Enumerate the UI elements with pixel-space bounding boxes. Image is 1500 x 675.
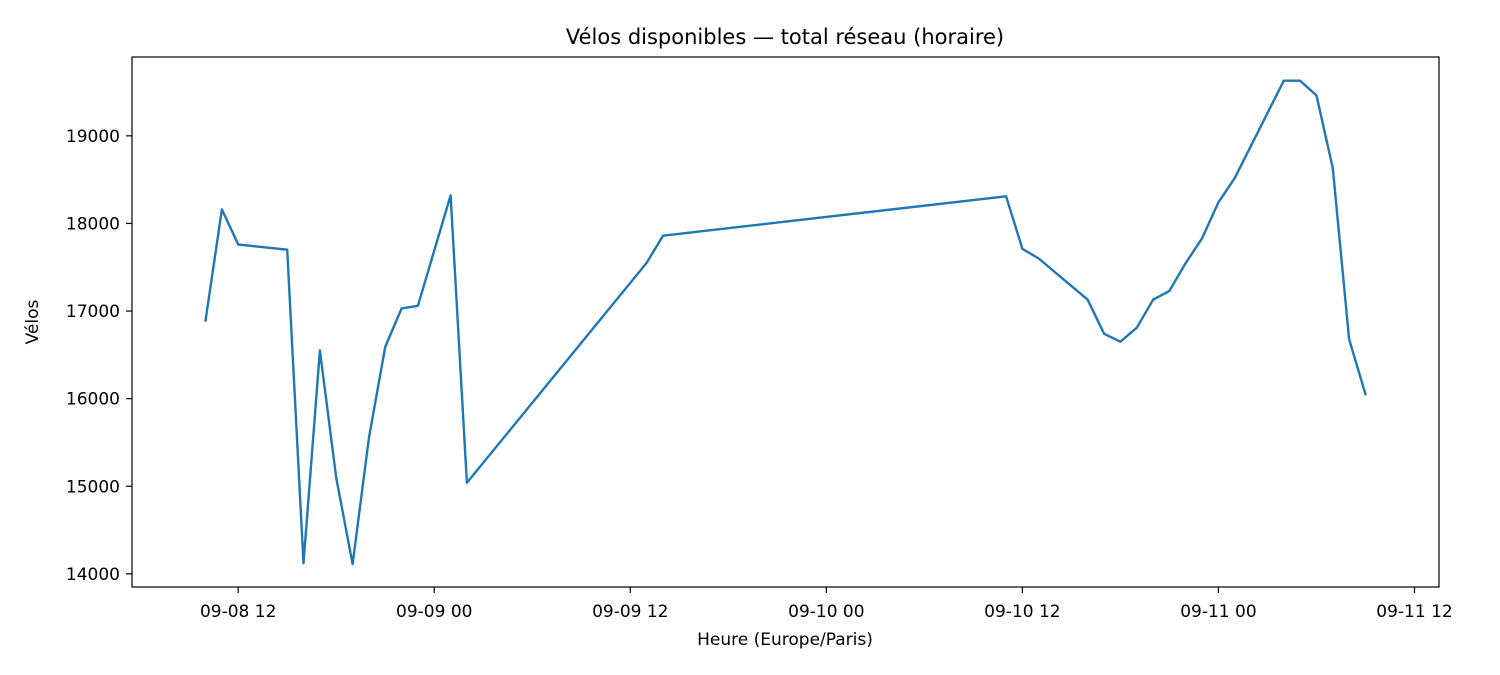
y-axis: 14000 15000 16000 17000 18000 19000 (66, 127, 132, 585)
x-tick-label: 09-09 00 (396, 602, 472, 622)
x-tick-label: 09-09 12 (592, 602, 668, 622)
x-axis-label: Heure (Europe/Paris) (697, 630, 873, 650)
chart-title: Vélos disponibles — total réseau (horair… (566, 25, 1004, 49)
y-tick-label: 16000 (66, 390, 120, 410)
y-tick-label: 19000 (66, 127, 120, 147)
x-tick-label: 09-10 12 (984, 602, 1060, 622)
y-tick-label: 18000 (66, 214, 120, 234)
x-tick-label: 09-08 12 (200, 602, 276, 622)
y-tick-label: 15000 (66, 477, 120, 497)
y-tick-label: 17000 (66, 302, 120, 322)
x-axis: 09-08 12 09-09 00 09-09 12 09-10 00 09-10 12… (200, 587, 1453, 622)
plot-frame (131, 56, 1440, 588)
x-tick-label: 09-10 00 (788, 602, 864, 622)
x-tick-label: 09-11 12 (1376, 602, 1452, 622)
x-tick-label: 09-11 00 (1180, 602, 1256, 622)
series-line (204, 79, 1367, 566)
y-axis-label: Vélos (23, 299, 43, 344)
y-tick-label: 14000 (66, 565, 120, 585)
